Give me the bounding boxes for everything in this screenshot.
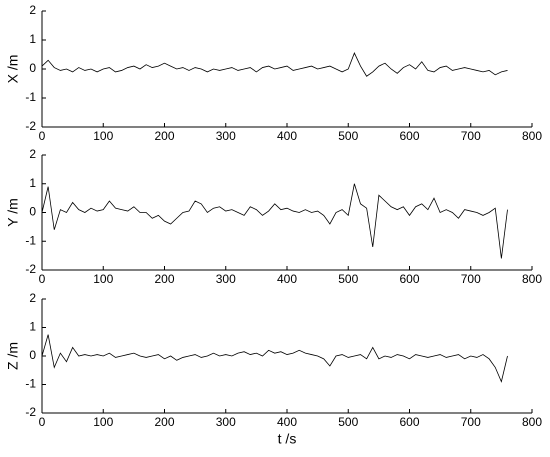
y-tick-label: 1	[29, 32, 36, 46]
x-tick-label: 100	[93, 272, 113, 286]
data-line	[41, 183, 508, 259]
x-tick-label: 600	[399, 415, 419, 429]
x-tick-label: 200	[154, 415, 174, 429]
x-axis-label: t /s	[278, 431, 297, 447]
y-tick-label: 2	[29, 3, 36, 17]
y-tick-label: -1	[25, 90, 36, 104]
y-tick-label: 1	[29, 176, 36, 190]
x-tick-label: 600	[399, 272, 419, 286]
x-tick-label: 200	[154, 272, 174, 286]
y-tick-label: 0	[29, 348, 36, 362]
x-tick-label: 100	[93, 129, 113, 143]
x-tick-label: 300	[216, 129, 236, 143]
x-tick-label: 500	[338, 415, 358, 429]
x-tick-label: 0	[39, 272, 46, 286]
x-tick-label: 600	[399, 129, 419, 143]
x-tick-label: 300	[216, 415, 236, 429]
x-tick-label: 0	[39, 129, 46, 143]
x-tick-label: 500	[338, 272, 358, 286]
x-tick-label: 400	[277, 272, 297, 286]
x-tick-label: 400	[277, 415, 297, 429]
y-axis-label: Y /m	[5, 198, 21, 227]
y-tick-label: 2	[29, 147, 36, 161]
y-tick-label: -1	[25, 377, 36, 391]
x-tick-label: 700	[461, 129, 481, 143]
y-tick-label: -2	[25, 405, 36, 419]
x-tick-label: 800	[522, 272, 542, 286]
x-tick-label: 400	[277, 129, 297, 143]
y-axis-label: X /m	[5, 55, 21, 84]
y-tick-label: 0	[29, 205, 36, 219]
x-tick-label: 100	[93, 415, 113, 429]
x-tick-label: 200	[154, 129, 174, 143]
y-tick-label: -2	[25, 262, 36, 276]
y-tick-label: 1	[29, 320, 36, 334]
data-line	[41, 52, 508, 77]
data-line	[41, 334, 508, 383]
x-tick-label: 0	[39, 415, 46, 429]
y-tick-label: -2	[25, 119, 36, 133]
x-tick-label: 700	[461, 272, 481, 286]
y-axis-label: Z /m	[5, 342, 21, 370]
y-tick-label: 0	[29, 61, 36, 75]
x-tick-label: 300	[216, 272, 236, 286]
y-tick-label: -1	[25, 233, 36, 247]
x-tick-label: 700	[461, 415, 481, 429]
x-tick-label: 500	[338, 129, 358, 143]
x-tick-label: 800	[522, 129, 542, 143]
x-tick-label: 800	[522, 415, 542, 429]
y-tick-label: 2	[29, 291, 36, 305]
